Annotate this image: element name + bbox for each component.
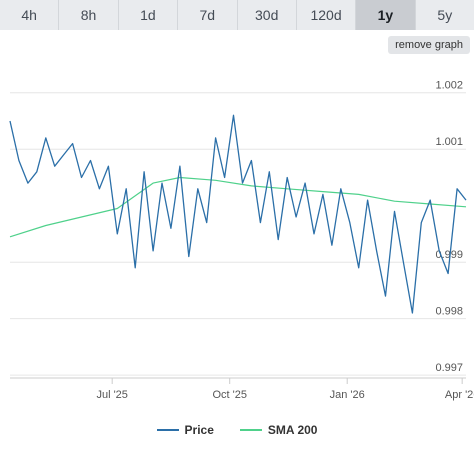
x-tick-label: Apr '26 [445,389,474,401]
legend-swatch-price [156,429,179,431]
chart-grid [10,92,466,379]
tab-7d[interactable]: 7d [178,0,238,30]
legend-item-price[interactable]: Price [156,423,214,437]
price-series-line [9,114,467,314]
y-tick-label: 1.002 [435,80,463,92]
legend-label-price: Price [184,423,214,437]
tab-8h[interactable]: 8h [59,0,119,30]
y-tick-label: 1.001 [435,136,463,148]
tab-5y[interactable]: 5y [437,7,453,23]
time-range-tabs: 4h 8h 1d 7d 30d 120d 1y 5y [0,0,474,30]
sma-200-series-line [9,176,467,238]
tab-120d[interactable]: 120d [297,0,357,30]
legend-item-sma-200[interactable]: SMA 200 [239,423,318,437]
remove-graph-button[interactable]: remove graph [388,36,470,54]
y-tick-label: 0.997 [435,362,463,374]
x-tick-label: Jan '26 [330,389,365,401]
chart-series [9,114,467,314]
x-axis-ticks: Jul '25 Oct '25 Jan '26 Apr '26 [96,378,474,401]
x-tick-label: Jul '25 [96,389,127,401]
y-tick-label: 0.998 [435,306,463,318]
x-tick-label: Oct '25 [212,389,247,401]
chart-legend: Price SMA 200 [0,420,474,440]
tab-1y[interactable]: 1y [356,0,416,30]
tab-30d[interactable]: 30d [238,0,297,30]
legend-swatch-sma-200 [239,429,262,431]
tab-4h[interactable]: 4h [0,0,60,30]
legend-label-sma-200: SMA 200 [267,423,318,437]
tab-1d[interactable]: 1d [119,0,179,30]
